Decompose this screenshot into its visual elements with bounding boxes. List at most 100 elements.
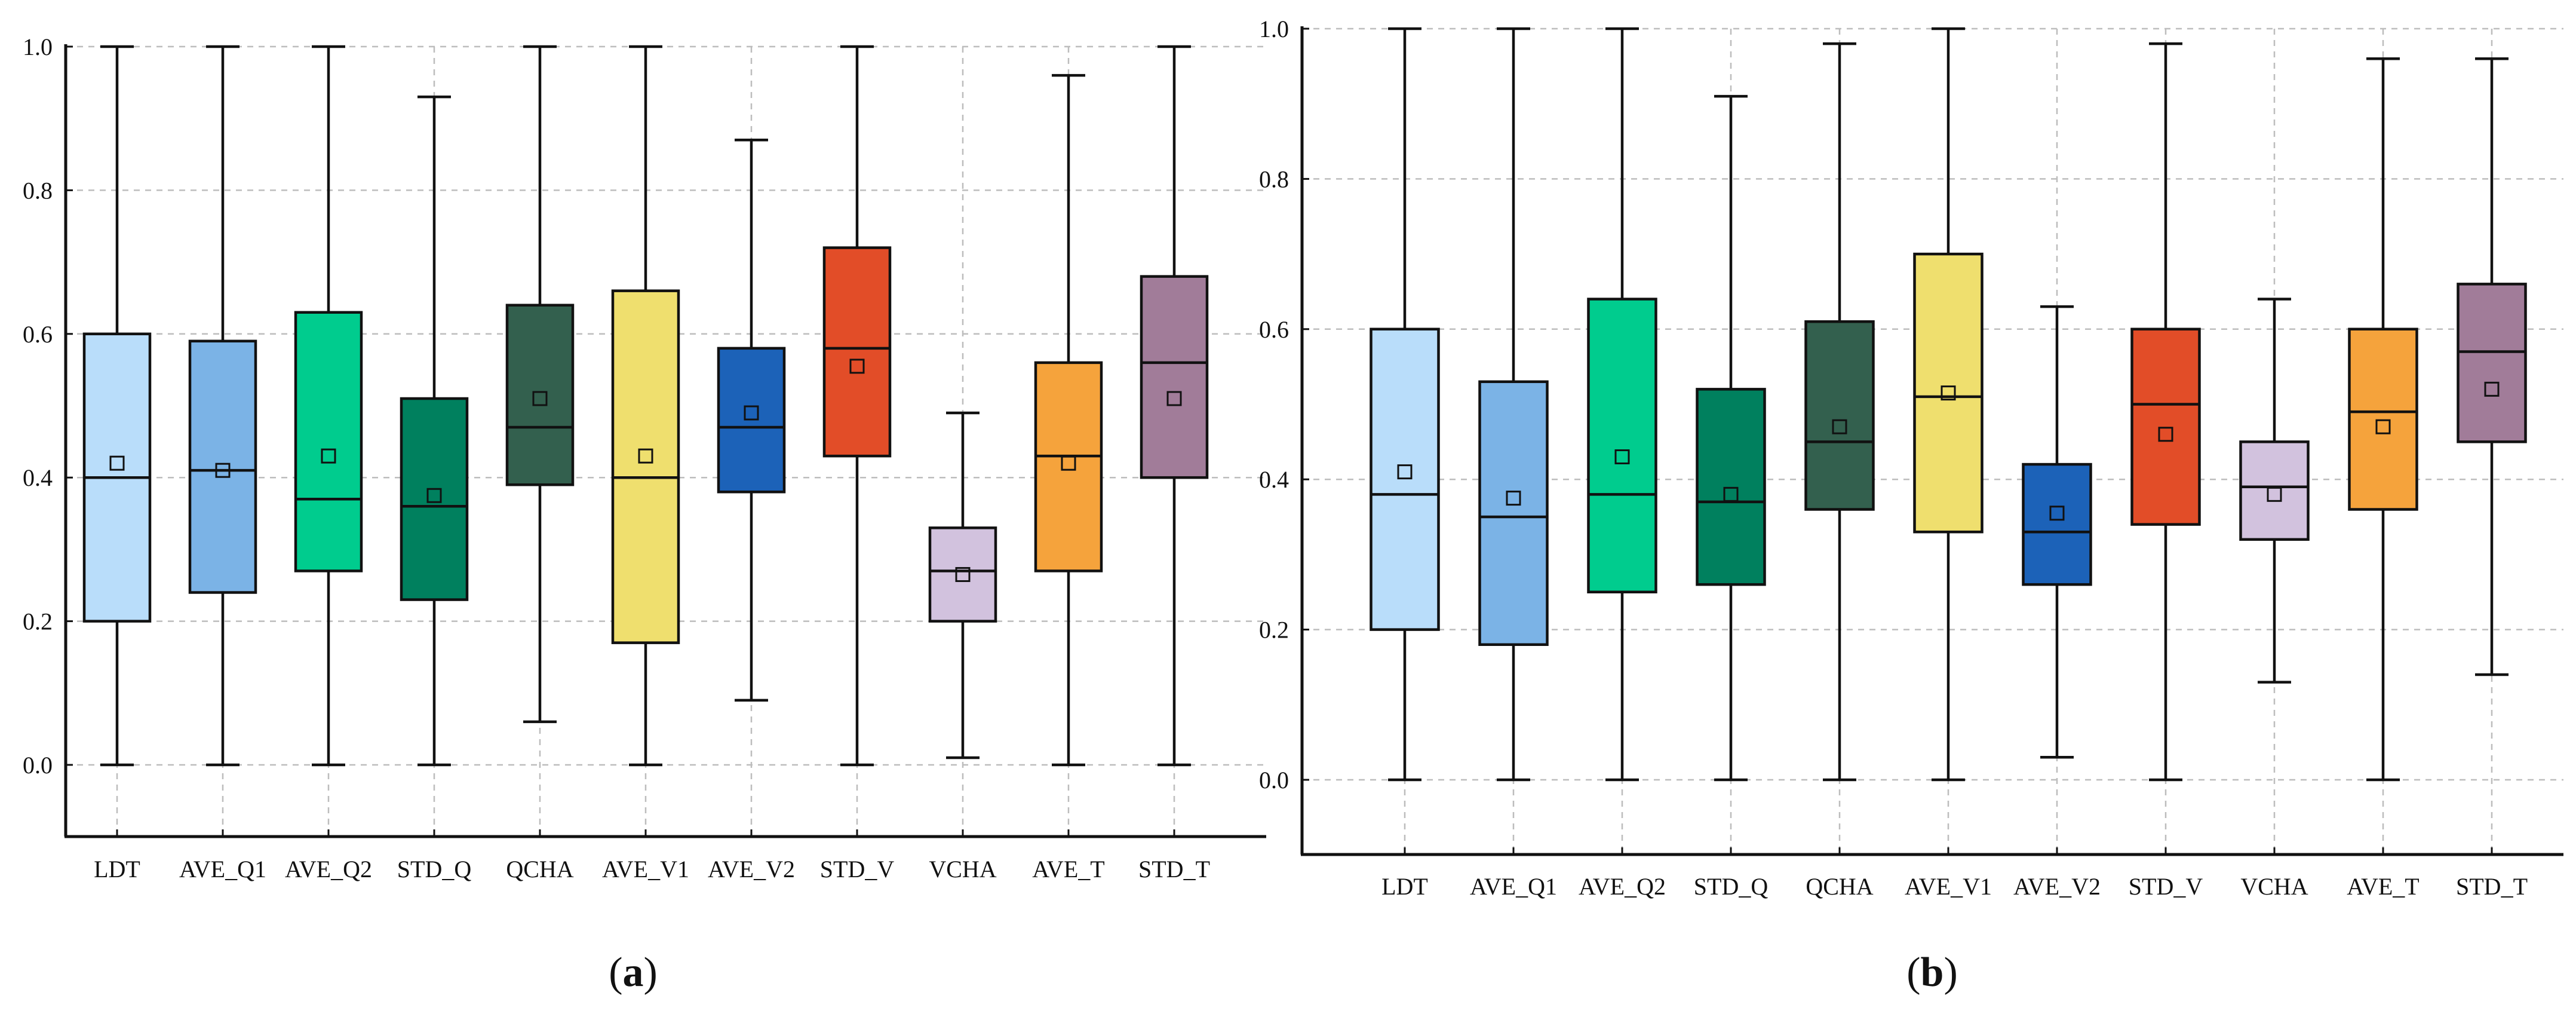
mean-marker <box>849 359 865 374</box>
chart-a-box-qcha <box>505 45 575 724</box>
chart-b-box-std-t <box>2457 57 2527 676</box>
chart-b-category-label: AVE_Q1 <box>1470 873 1557 900</box>
chart-b-category-label: AVE_T <box>2347 873 2419 900</box>
chart-a-caption: (a) <box>609 950 658 996</box>
iqr-box <box>611 289 680 644</box>
chart-b-category-label: STD_T <box>2456 873 2528 900</box>
chart-b-box-std-q <box>1696 94 1766 782</box>
mean-marker <box>2375 419 2391 434</box>
chart-b-box-ave-v1 <box>1913 27 1984 782</box>
mean-marker <box>426 488 442 503</box>
chart-b-category-label: LDT <box>1381 873 1428 900</box>
chart-b-category-label: AVE_V2 <box>2013 873 2101 900</box>
iqr-box <box>2239 440 2310 541</box>
chart-a-box-vcha <box>928 411 997 759</box>
chart-a-box-std-t <box>1140 45 1209 767</box>
mean-marker <box>215 463 231 478</box>
chart-b-box-ave-q2 <box>1587 27 1657 782</box>
chart-a-box-ave-q1 <box>188 45 257 767</box>
mean-marker <box>2158 427 2173 442</box>
iqr-box <box>2457 283 2527 443</box>
iqr-box <box>2348 327 2418 511</box>
iqr-box <box>1034 361 1103 572</box>
iqr-box <box>505 304 575 486</box>
chart-a-category-label: AVE_Q2 <box>285 856 372 883</box>
chart-a-ytick-label: 1.0 <box>23 33 53 60</box>
mean-marker <box>1506 491 1521 506</box>
mean-marker <box>2267 486 2282 502</box>
chart-b-box-ave-v2 <box>2022 305 2092 759</box>
iqr-box <box>1370 327 1440 631</box>
iqr-box <box>2022 463 2092 586</box>
mean-marker <box>1397 464 1413 480</box>
chart-b-ytick-label: 0.2 <box>1259 617 1289 644</box>
chart-a-category-label: AVE_T <box>1032 856 1104 883</box>
chart-a-ytick-label: 0.4 <box>23 464 53 491</box>
chart-b-category-label: STD_Q <box>1694 873 1768 900</box>
mean-marker <box>1061 455 1076 471</box>
chart-b-ytick-label: 0.0 <box>1259 767 1289 794</box>
chart-b-box-qcha <box>1804 42 1875 782</box>
chart-b-box-vcha <box>2239 298 2310 684</box>
iqr-box <box>1140 275 1209 479</box>
chart-a-ytick-label: 0.0 <box>23 752 53 779</box>
mean-marker <box>638 448 653 464</box>
chart-a-box-std-v <box>822 45 892 767</box>
chart-b-ytick-label: 0.4 <box>1259 466 1289 493</box>
chart-a-ytick-label: 0.2 <box>23 608 53 635</box>
iqr-box <box>400 397 469 601</box>
chart-a-category-label: VCHA <box>929 856 996 883</box>
mean-marker <box>2484 381 2500 397</box>
mean-marker <box>1723 486 1739 502</box>
chart-a-category-label: STD_V <box>820 856 895 883</box>
chart-b-box-ave-t <box>2348 57 2418 782</box>
iqr-box <box>294 311 363 572</box>
chart-a-category-label: AVE_V1 <box>602 856 689 883</box>
chart-b-ytick-label: 0.6 <box>1259 316 1289 343</box>
chart-b-panel: 0.0 0.2 0.4 0.6 0.8 1.0 LDT AVE_Q1 AVE_Q2 STD_Q QC… <box>1259 16 2563 996</box>
chart-a-box-ldt <box>82 45 152 767</box>
mean-marker <box>1614 449 1630 464</box>
chart-a-panel: 0.0 0.2 0.4 0.6 0.8 1.0 LDT AVE_Q1 AVE_Q2 STD_Q QC… <box>23 33 1266 996</box>
iqr-box <box>928 526 997 623</box>
chart-a-box-ave-q2 <box>294 45 363 767</box>
iqr-box <box>822 246 892 458</box>
chart-a-category-label: AVE_Q1 <box>179 856 266 883</box>
chart-a-box-ave-v1 <box>611 45 680 767</box>
iqr-box <box>188 339 257 594</box>
chart-b-ytick-label: 1.0 <box>1259 16 1289 42</box>
iqr-box <box>1587 298 1657 593</box>
chart-b-caption: (b) <box>1906 950 1958 996</box>
chart-a-box-std-q <box>400 95 469 767</box>
chart-b-ytick-label: 0.8 <box>1259 166 1289 192</box>
iqr-box <box>1478 380 1549 646</box>
iqr-box <box>1804 320 1875 511</box>
chart-a-box-ave-v2 <box>717 139 786 702</box>
chart-b-category-label: VCHA <box>2240 873 2308 900</box>
chart-a-box-ave-t <box>1034 73 1103 767</box>
chart-b-category-label: AVE_Q2 <box>1579 873 1666 900</box>
iqr-box <box>2130 327 2201 526</box>
chart-a-ytick-label: 0.8 <box>23 177 53 204</box>
mean-marker <box>1166 391 1182 406</box>
mean-marker <box>1832 419 1847 434</box>
mean-marker <box>109 455 125 471</box>
chart-a-category-label: LDT <box>94 856 140 883</box>
chart-b-category-label: STD_V <box>2129 873 2203 900</box>
mean-marker <box>532 391 548 406</box>
chart-a-ytick-label: 0.6 <box>23 321 53 348</box>
iqr-box <box>1696 388 1766 586</box>
chart-a-category-label: STD_T <box>1138 856 1210 883</box>
chart-b-category-label: QCHA <box>1806 873 1873 900</box>
chart-b-box-ave-q1 <box>1478 27 1549 782</box>
mean-marker <box>2049 506 2065 521</box>
chart-a-category-label: QCHA <box>506 856 573 883</box>
mean-marker <box>321 448 336 464</box>
mean-marker <box>744 405 759 421</box>
chart-b-box-std-v <box>2130 42 2201 782</box>
chart-a-category-label: STD_Q <box>397 856 472 883</box>
chart-b-box-ldt <box>1370 27 1440 782</box>
mean-marker <box>955 566 971 582</box>
chart-a-category-label: AVE_V2 <box>708 856 795 883</box>
